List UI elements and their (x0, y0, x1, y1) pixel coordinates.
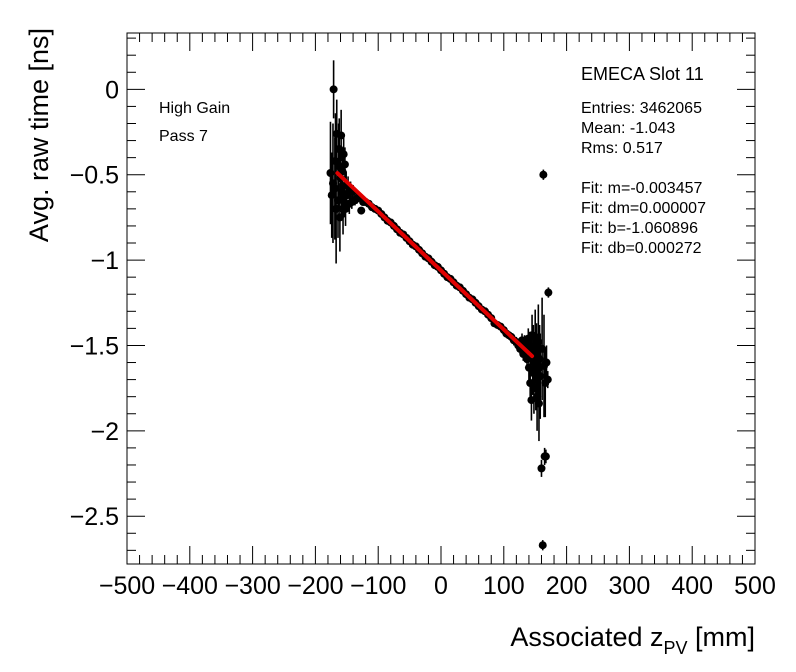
x-axis-title-unit: [mm] (688, 622, 756, 652)
y-axis-title: Avg. raw time [ns] (24, 28, 54, 242)
data-point (330, 184, 339, 193)
data-point (543, 375, 552, 384)
data-point (339, 150, 348, 159)
data-point (337, 131, 346, 140)
data-point (542, 358, 551, 367)
y-tick-label: −2.5 (70, 503, 119, 531)
data-point (534, 338, 543, 347)
y-tick-labels: 0 −0.5 −1 −1.5 −2 −2.5 (70, 76, 119, 531)
stat-entries: Entries: 3462065 (581, 100, 702, 117)
x-tick-label: −200 (287, 572, 343, 600)
data-point (538, 344, 547, 353)
x-axis-title-subscript: PV (663, 638, 687, 658)
x-tick-label: −100 (350, 572, 406, 600)
data-point (529, 384, 538, 393)
x-tick-label: 500 (734, 572, 776, 600)
data-point (534, 399, 543, 408)
stat-fit-m: Fit: m=-0.003457 (581, 180, 703, 197)
data-point (357, 206, 366, 215)
data-point (535, 355, 544, 364)
data-point (335, 213, 344, 222)
data-point (340, 160, 349, 169)
data-point (537, 464, 546, 473)
data-point (539, 170, 548, 179)
fit-line (335, 171, 535, 359)
data-point (334, 196, 343, 205)
x-tick-label: 100 (483, 572, 525, 600)
data-point (536, 372, 545, 381)
data-point (533, 392, 542, 401)
data-point (326, 169, 335, 178)
data-point (327, 191, 336, 200)
data-point (541, 452, 550, 461)
x-tick-label: −300 (224, 572, 280, 600)
gain-label: High Gain (159, 100, 230, 117)
axis-ticks (126, 33, 756, 564)
chart-title: EMECA Slot 11 (581, 64, 704, 84)
stat-mean: Mean: -1.043 (581, 120, 675, 137)
x-tick-label: 300 (609, 572, 651, 600)
data-point (538, 541, 547, 550)
stat-rms: Rms: 0.517 (581, 140, 663, 157)
x-tick-label: 0 (434, 572, 448, 600)
data-point (544, 288, 553, 297)
pass-label: Pass 7 (159, 128, 208, 145)
x-tick-label: 200 (546, 572, 588, 600)
y-tick-label: −2 (90, 418, 119, 446)
x-tick-label: −400 (162, 572, 218, 600)
x-tick-label: 400 (671, 572, 713, 600)
data-point (533, 365, 542, 374)
stat-fit-dm: Fit: dm=0.000007 (581, 200, 706, 217)
y-tick-label: 0 (105, 76, 119, 104)
x-axis-title-main: Associated z (510, 622, 663, 652)
stat-fit-b: Fit: b=-1.060896 (581, 220, 698, 237)
x-tick-label: −500 (99, 572, 155, 600)
x-axis-title: Associated zPV [mm] (510, 622, 755, 658)
fit-group (335, 171, 535, 359)
data-point (329, 85, 338, 94)
y-tick-label: −0.5 (70, 162, 119, 190)
y-tick-label: −1 (90, 247, 119, 275)
x-tick-labels: −500 −400 −300 −200 −100 0 100 200 300 400 500 (99, 572, 776, 600)
y-tick-label: −1.5 (70, 332, 119, 360)
stat-fit-db: Fit: db=0.000272 (581, 240, 702, 257)
data-point (332, 204, 341, 213)
